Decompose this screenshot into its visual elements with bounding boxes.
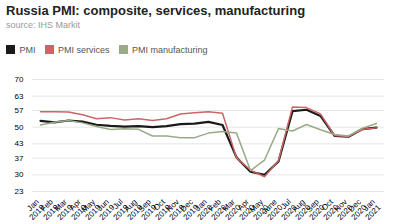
svg-text:23: 23 <box>15 187 24 196</box>
svg-text:30: 30 <box>15 170 24 179</box>
svg-text:43: 43 <box>15 139 24 148</box>
svg-text:50: 50 <box>15 122 24 131</box>
svg-text:63: 63 <box>15 91 24 100</box>
svg-text:37: 37 <box>15 153 24 162</box>
svg-text:70: 70 <box>15 75 24 84</box>
svg-text:Jan2021: Jan2021 <box>358 196 383 221</box>
svg-text:57: 57 <box>15 106 24 115</box>
